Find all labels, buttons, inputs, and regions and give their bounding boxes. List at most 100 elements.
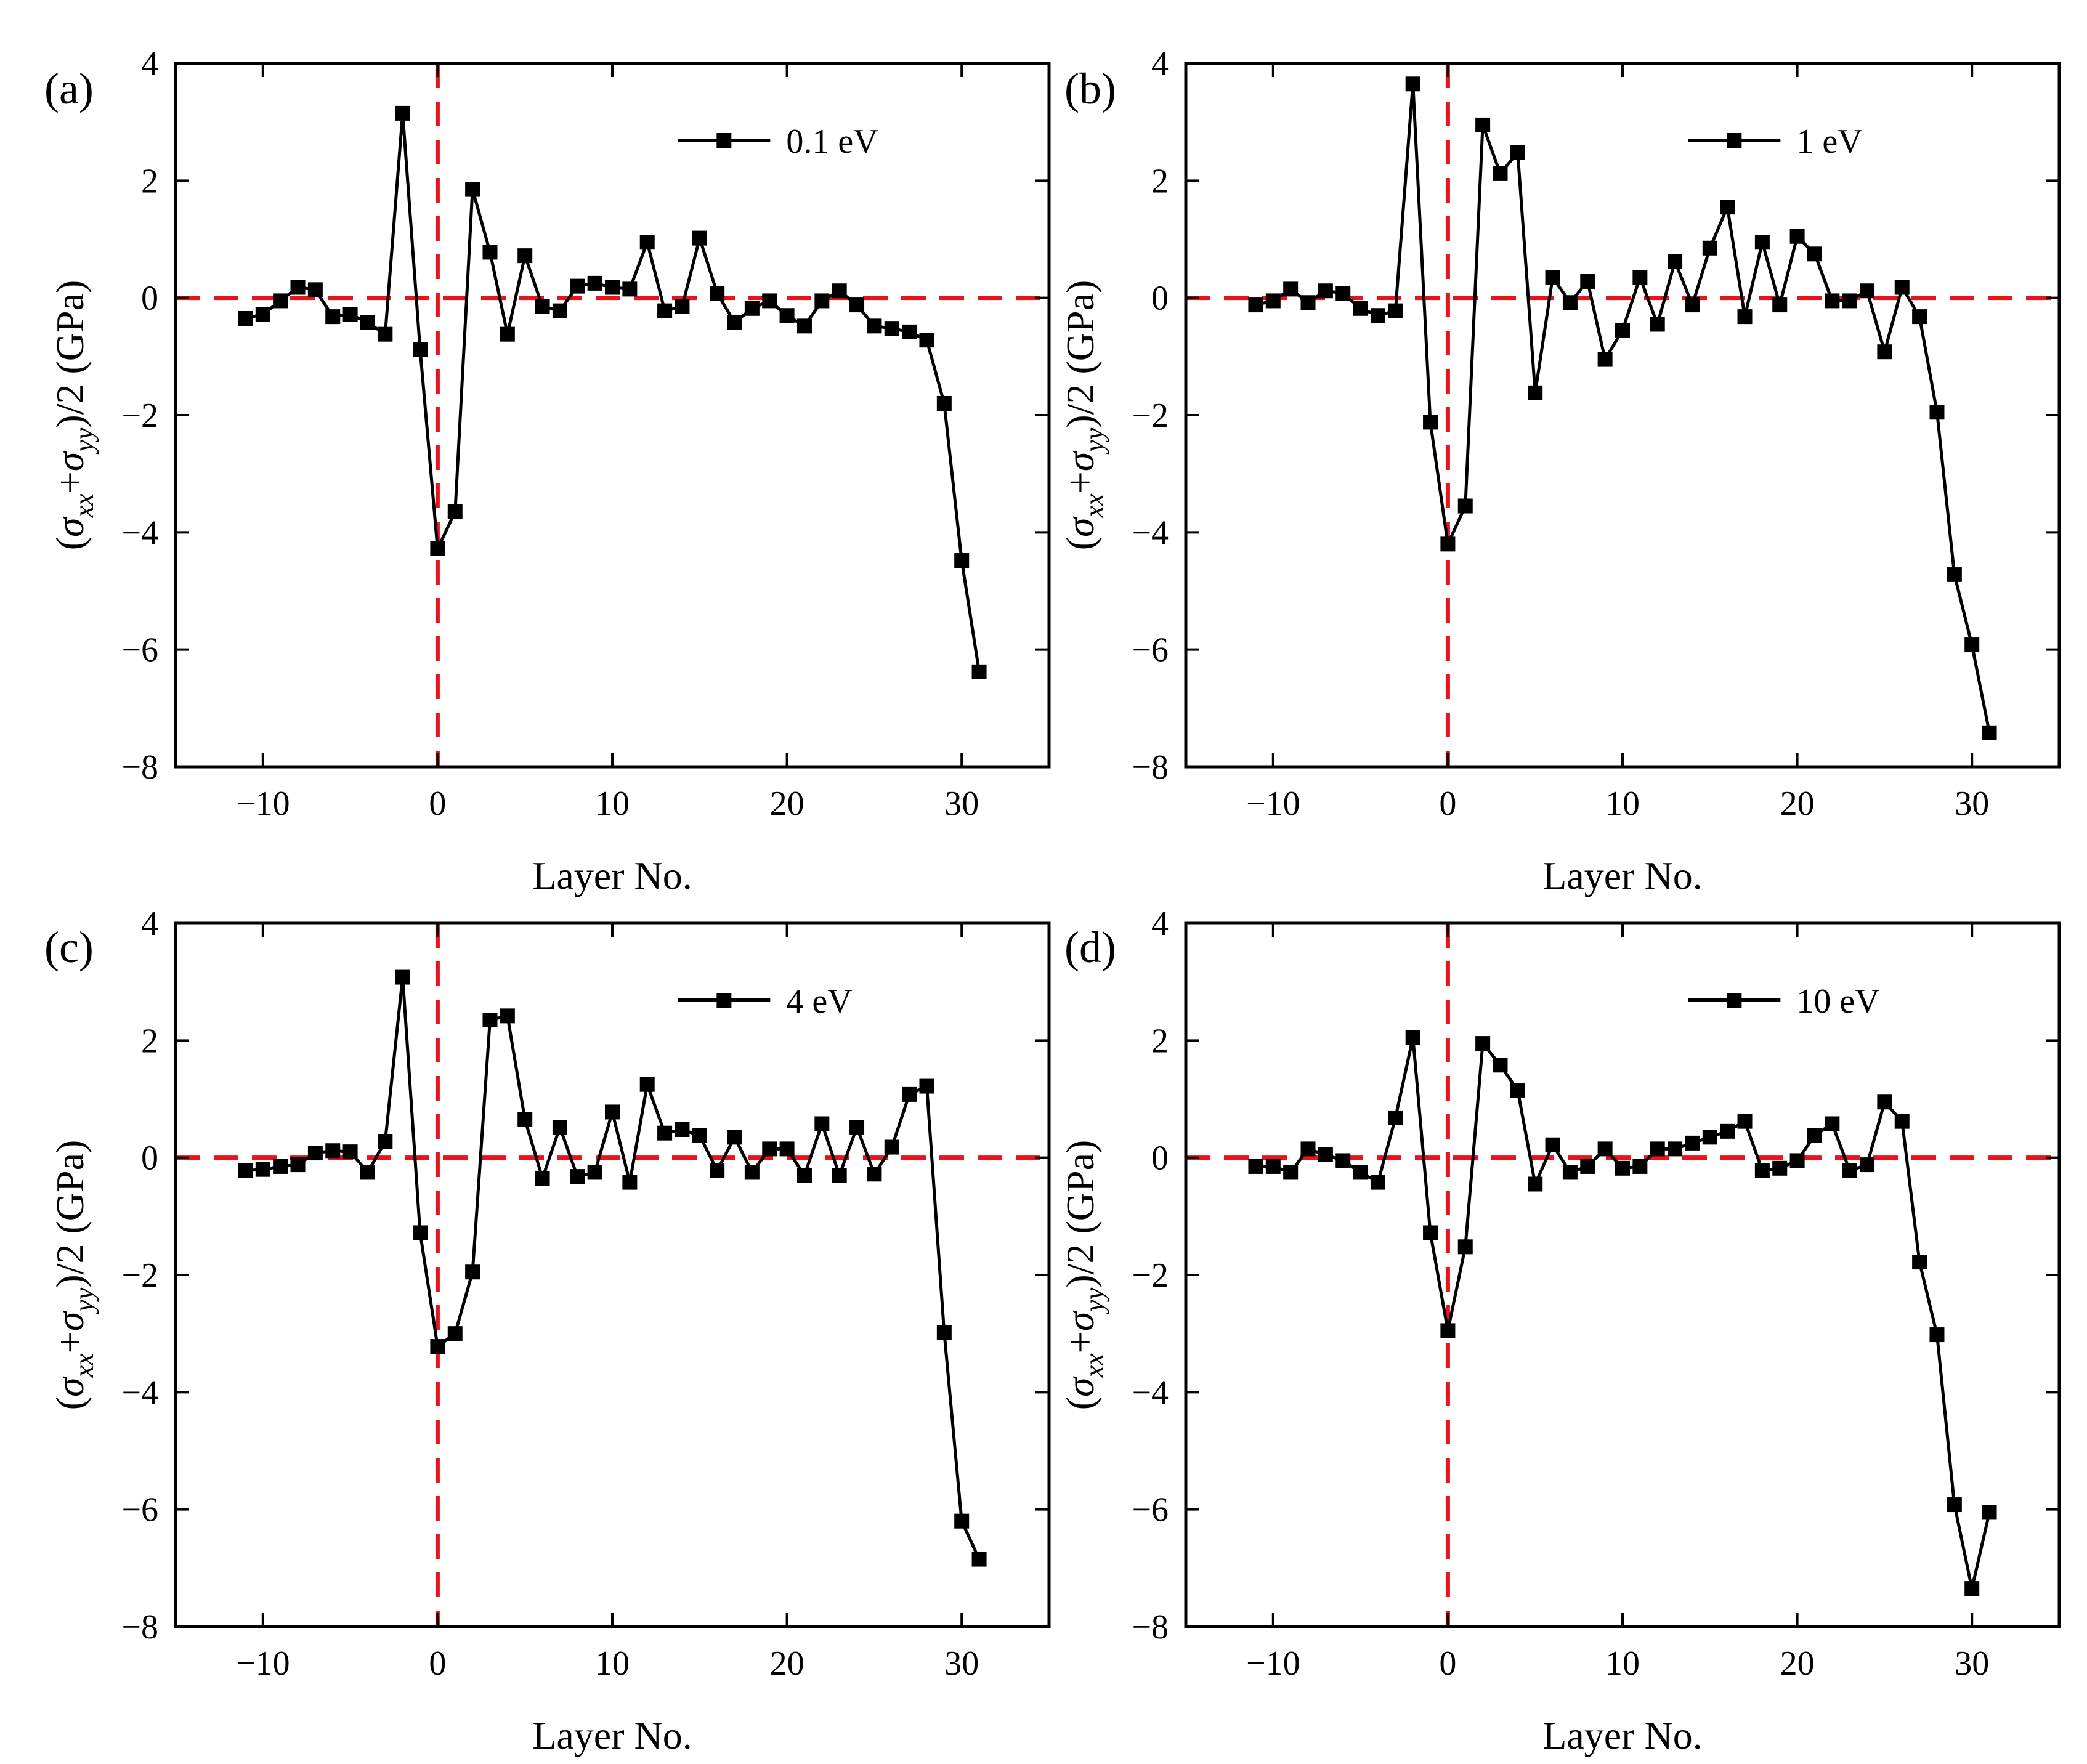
plot-frame bbox=[1184, 921, 2061, 1628]
data-point bbox=[342, 1144, 358, 1160]
data-point bbox=[1825, 293, 1840, 309]
data-point bbox=[1580, 1159, 1595, 1174]
data-point bbox=[1440, 536, 1456, 552]
data-point bbox=[447, 504, 463, 520]
chart-panel: (b) −10 0 10 20 30 −8 −6 −4 −2 0 2 4 Layer No. (σxx+σy… bbox=[1058, 45, 2061, 897]
x-tick-label: −10 bbox=[1246, 1645, 1300, 1683]
data-point bbox=[1772, 297, 1788, 313]
x-tick-label: 20 bbox=[770, 785, 804, 823]
data-point bbox=[1370, 308, 1385, 323]
data-point bbox=[325, 1143, 341, 1159]
data-point bbox=[500, 326, 515, 342]
data-point bbox=[675, 1122, 690, 1137]
data-point bbox=[342, 307, 358, 322]
data-point bbox=[517, 1112, 533, 1127]
data-point bbox=[430, 541, 445, 556]
x-tick-label: 30 bbox=[944, 1645, 979, 1683]
data-point bbox=[1405, 1030, 1420, 1045]
data-point bbox=[360, 1165, 375, 1180]
data-point bbox=[1528, 385, 1543, 400]
data-point bbox=[1580, 274, 1595, 289]
data-point bbox=[1807, 246, 1822, 262]
data-point bbox=[1877, 1094, 1892, 1110]
data-point bbox=[657, 303, 673, 318]
data-point bbox=[639, 1077, 655, 1092]
data-point bbox=[884, 321, 899, 336]
data-point bbox=[430, 1339, 445, 1354]
data-point bbox=[1457, 1239, 1473, 1255]
data-point bbox=[1842, 293, 1857, 309]
data-point bbox=[290, 1157, 306, 1173]
data-point bbox=[867, 1167, 882, 1182]
chart-panel: (a) −10 0 10 20 30 −8 −6 −4 −2 0 2 4 Layer No. (σxx+σy… bbox=[44, 45, 1051, 897]
data-point bbox=[971, 664, 987, 679]
y-tick-label: −4 bbox=[121, 1374, 158, 1412]
y-tick-label: −4 bbox=[121, 514, 158, 552]
data-point bbox=[1650, 1141, 1665, 1157]
data-point bbox=[1702, 240, 1717, 256]
x-tick-label: 10 bbox=[595, 1645, 630, 1683]
data-point bbox=[570, 1169, 585, 1184]
data-point bbox=[1300, 295, 1316, 310]
data-point bbox=[1388, 303, 1403, 318]
data-point bbox=[692, 230, 707, 246]
y-tick-label: −6 bbox=[1132, 1491, 1169, 1529]
data-point bbox=[1982, 725, 1997, 740]
data-point bbox=[238, 1163, 253, 1178]
data-point bbox=[273, 293, 288, 309]
data-point bbox=[657, 1125, 673, 1141]
data-point bbox=[1825, 1116, 1840, 1131]
data-point bbox=[1912, 1255, 1927, 1270]
y-tick-label: −8 bbox=[121, 748, 158, 787]
series-line bbox=[1255, 82, 1992, 734]
data-point bbox=[867, 318, 882, 334]
data-point bbox=[1947, 1497, 1962, 1513]
data-point bbox=[1789, 1153, 1805, 1168]
data-point bbox=[1388, 1110, 1403, 1125]
y-tick-label: −2 bbox=[121, 1256, 158, 1295]
y-tick-label: 2 bbox=[1151, 162, 1169, 200]
data-point bbox=[849, 297, 865, 313]
data-point bbox=[1842, 1163, 1857, 1178]
legend-marker bbox=[1727, 133, 1742, 148]
data-point bbox=[1754, 1163, 1770, 1178]
x-tick-label: 10 bbox=[595, 785, 630, 823]
data-point bbox=[1283, 281, 1299, 297]
panel-label: (c) bbox=[44, 923, 94, 972]
data-point bbox=[1632, 1159, 1648, 1174]
data-point bbox=[1335, 286, 1351, 301]
data-point bbox=[1685, 1135, 1700, 1151]
data-point bbox=[1353, 301, 1368, 316]
data-point bbox=[552, 1120, 567, 1135]
panel-label: (b) bbox=[1064, 64, 1116, 113]
x-axis-title: Layer No. bbox=[532, 1713, 692, 1757]
data-point bbox=[814, 1116, 830, 1131]
x-tick-label: −10 bbox=[1246, 785, 1300, 823]
data-point bbox=[535, 1170, 550, 1186]
data-point bbox=[587, 275, 602, 291]
y-tick-label: −4 bbox=[1132, 514, 1169, 552]
y-tick-label: −2 bbox=[121, 397, 158, 435]
x-tick-label: 10 bbox=[1605, 785, 1640, 823]
x-tick-label: −10 bbox=[236, 1645, 290, 1683]
data-point bbox=[1772, 1160, 1788, 1176]
data-point bbox=[605, 280, 620, 295]
x-tick-label: 20 bbox=[770, 1645, 804, 1683]
data-point bbox=[325, 309, 341, 325]
data-point bbox=[570, 278, 585, 294]
data-point bbox=[1685, 297, 1700, 313]
data-point bbox=[902, 1086, 917, 1102]
data-point bbox=[1597, 352, 1613, 367]
data-point bbox=[360, 315, 375, 330]
data-point bbox=[710, 286, 725, 301]
panel-label: (d) bbox=[1064, 923, 1116, 972]
data-point bbox=[762, 1141, 777, 1157]
data-point bbox=[954, 1513, 970, 1529]
data-point bbox=[395, 105, 410, 121]
data-point bbox=[1737, 1114, 1753, 1129]
data-point bbox=[919, 333, 934, 348]
data-point bbox=[779, 1141, 795, 1157]
y-tick-label: 4 bbox=[1151, 905, 1169, 943]
legend-marker bbox=[716, 133, 732, 148]
x-tick-label: 30 bbox=[1955, 1645, 1989, 1683]
